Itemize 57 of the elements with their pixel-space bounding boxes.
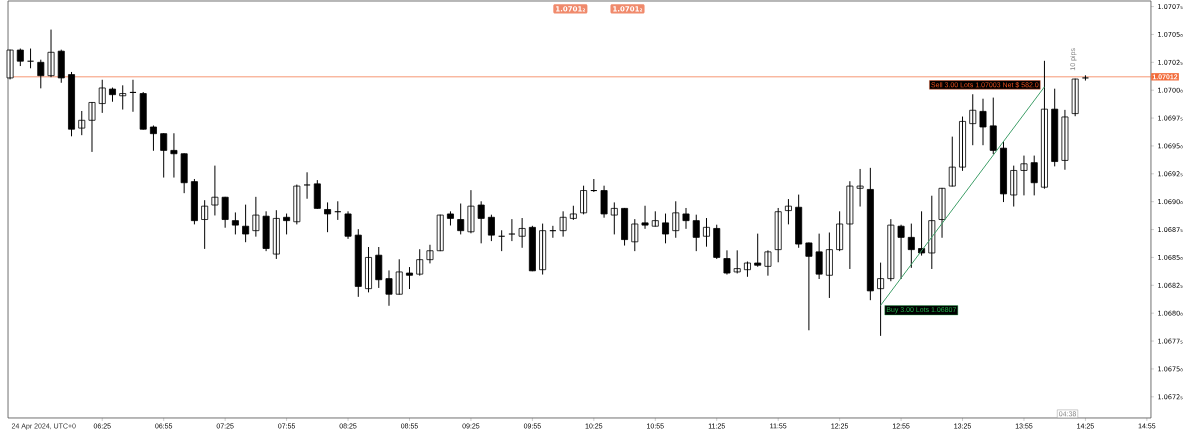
candlestick: [37, 59, 45, 89]
candlestick: [231, 212, 239, 235]
candlestick: [293, 184, 301, 225]
candlestick: [416, 249, 424, 276]
candlestick: [764, 250, 772, 276]
candlestick: [446, 211, 454, 226]
candlestick: [662, 213, 669, 244]
candlestick: [723, 250, 731, 275]
candlestick: [303, 172, 311, 199]
candlestick: [610, 202, 618, 235]
candlestick: [743, 261, 751, 277]
candlestick: [733, 250, 741, 274]
candlestick: [774, 207, 782, 263]
candlestick: [928, 195, 936, 270]
candlestick: [1071, 78, 1079, 117]
candlestick: [682, 207, 690, 229]
candlestick: [406, 266, 413, 290]
candlestick: [815, 233, 823, 280]
candlestick: [703, 217, 710, 247]
candlestick: [477, 201, 485, 244]
candlestick: [180, 153, 188, 194]
candlestick: [324, 202, 332, 233]
candlestick: [651, 211, 659, 227]
candlestick: [395, 259, 403, 295]
candlestick: [1020, 155, 1028, 196]
candlestick: [78, 110, 86, 136]
candlestick: [6, 49, 14, 80]
candlestick: [754, 233, 762, 267]
candlestick: [98, 79, 106, 113]
candlestick: [948, 136, 956, 187]
candlestick: [426, 244, 434, 264]
candlestick: [887, 219, 895, 282]
candlestick: [600, 185, 608, 218]
candlestick: [139, 91, 147, 130]
candlestick: [631, 219, 639, 252]
candlestick: [119, 85, 127, 110]
candlestick: [846, 181, 854, 270]
candlestick: [569, 205, 577, 221]
candlestick: [385, 270, 393, 306]
candlestick: [508, 219, 516, 242]
candlestick: [856, 168, 864, 207]
candlestick: [201, 200, 209, 250]
candlestick: [784, 198, 792, 225]
candlestick: [979, 98, 987, 146]
candlestick: [109, 87, 116, 102]
candlestick: [252, 196, 260, 237]
candlestick: [242, 204, 250, 243]
candlestick: [344, 211, 352, 239]
candlestick: [1030, 155, 1038, 196]
candlestick: [211, 165, 219, 216]
candlestick: [641, 205, 649, 229]
candlestick: [149, 125, 157, 151]
candlestick: [805, 242, 813, 331]
candlestick: [16, 48, 24, 67]
candlestick: [518, 217, 526, 248]
candlestick: [436, 214, 444, 252]
candlestick: [1081, 75, 1090, 81]
